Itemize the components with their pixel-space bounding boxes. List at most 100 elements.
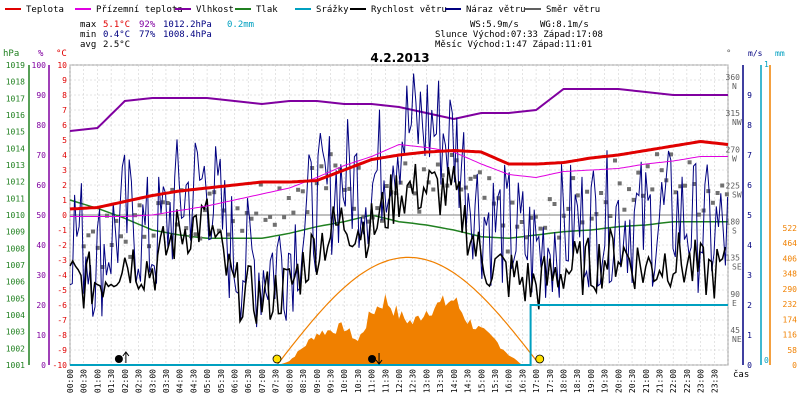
tick-hpa: 1011 xyxy=(6,194,25,203)
tick-hpa: 1019 xyxy=(6,61,25,70)
wind-dir-point xyxy=(543,225,548,230)
wind-dir-point xyxy=(673,190,678,195)
wind-dir-point xyxy=(324,186,329,191)
tick-time: 07:00 xyxy=(258,369,267,393)
wind-dir-point xyxy=(496,196,501,201)
tick-time: 09:30 xyxy=(326,369,335,393)
tick-ms: 7 xyxy=(747,151,752,160)
wind-dir-point xyxy=(240,228,245,233)
tick-hpa: 1017 xyxy=(6,94,25,103)
tick-time: 00:30 xyxy=(80,369,89,393)
wind-dir-point xyxy=(352,206,356,211)
tick-time: 05:30 xyxy=(217,369,226,393)
tick-hpa: 1007 xyxy=(6,261,25,270)
stat-min-press: 1008.4hPa xyxy=(163,30,212,40)
stat-avg-label: avg xyxy=(80,40,96,50)
tick-time: 01:00 xyxy=(93,369,102,393)
wind-dir-point xyxy=(468,176,473,181)
tick-wmm: 348 xyxy=(783,270,798,279)
stat-moon: Měsíc Východ:1:47 Západ:11:01 xyxy=(435,40,592,50)
wind-dir-point xyxy=(459,187,464,192)
tick-time: 22:30 xyxy=(683,369,692,393)
tick-ms: 0 xyxy=(747,361,752,370)
wind-dir-point xyxy=(216,228,221,233)
tick-hpa: 1016 xyxy=(6,111,25,120)
wind-dir-point xyxy=(375,206,380,211)
legend: Teplota Přízemní teplota Vlhkost Tlak Srážky… xyxy=(5,5,600,15)
tick-degc: 5 xyxy=(62,136,67,145)
wind-dir-point xyxy=(449,153,454,157)
tick-pct: 90 xyxy=(36,91,46,100)
tick-mm: 1 xyxy=(764,60,769,69)
sun-curve xyxy=(276,256,538,366)
tick-wmm: 406 xyxy=(783,254,798,263)
wind-dir-point xyxy=(426,180,431,185)
tick-time: 15:30 xyxy=(491,369,500,393)
tick-degc: -2 xyxy=(57,241,67,250)
tick-time: 16:00 xyxy=(505,369,514,393)
tick-degc: -8 xyxy=(57,331,67,340)
wind-dir-point xyxy=(160,200,165,205)
wind-dir-point xyxy=(258,182,263,187)
tick-time: 07:30 xyxy=(272,369,281,393)
chart-title: 4.2.2013 xyxy=(370,51,429,65)
wind-dir-point xyxy=(347,186,352,191)
tick-pct: 80 xyxy=(36,121,46,130)
wind-dir-point xyxy=(114,218,119,223)
wind-dir-point xyxy=(268,214,273,219)
wind-dir-point xyxy=(398,180,403,185)
wind-dir-point xyxy=(95,245,100,250)
wind-dir-point xyxy=(314,181,319,186)
tick-dir-name: N xyxy=(732,82,737,91)
tick-time: 20:00 xyxy=(614,369,623,393)
tick-hpa: 1001 xyxy=(6,361,25,370)
tick-time: 21:30 xyxy=(655,369,664,393)
wind-dir-point xyxy=(482,195,487,200)
tick-degc: -10 xyxy=(53,361,68,370)
tick-dir: 360 xyxy=(726,73,741,82)
tick-degc: -3 xyxy=(57,256,67,265)
stat-wg: WG:8.1m/s xyxy=(540,20,589,30)
tick-time: 10:00 xyxy=(340,369,349,393)
wind-dir-point xyxy=(463,185,468,190)
tick-time: 14:30 xyxy=(464,369,473,393)
wind-dir-point xyxy=(174,222,179,227)
wind-dir-point xyxy=(123,239,128,244)
tick-dir: 90 xyxy=(730,290,740,299)
wind-dir-point xyxy=(305,210,310,215)
tick-time: 13:30 xyxy=(436,369,445,393)
wind-dir-point xyxy=(473,174,478,179)
wind-dir-point xyxy=(151,233,156,238)
series-rain xyxy=(70,304,728,366)
tick-dir: 225 xyxy=(726,181,741,190)
tick-dir: 315 xyxy=(726,109,741,118)
legend-label: Srážky xyxy=(316,5,349,15)
tick-ms: 9 xyxy=(747,91,752,100)
stat-max-press: 1012.2hPa xyxy=(163,20,212,30)
wind-dir-point xyxy=(277,186,282,191)
wind-dir-point xyxy=(128,254,133,259)
wind-dir-point xyxy=(319,164,324,169)
tick-degc: -9 xyxy=(57,346,67,355)
legend-label: Přízemní teplota xyxy=(96,5,183,15)
series-solar-area xyxy=(278,294,523,365)
wind-dir-point xyxy=(510,200,515,205)
wind-dir-point xyxy=(170,187,175,192)
tick-time: 19:30 xyxy=(601,369,610,393)
wind-dir-point xyxy=(454,158,459,163)
axis-label-degc: °C xyxy=(56,49,67,59)
tick-time: 04:00 xyxy=(176,369,185,393)
tick-degc: 1 xyxy=(62,196,67,205)
wind-dir-point xyxy=(636,170,641,175)
wind-dir-point xyxy=(529,215,534,220)
wind-dir-point xyxy=(403,161,408,166)
tick-degc: 2 xyxy=(62,181,67,190)
wind-dir-point xyxy=(193,232,198,237)
wind-dir-point xyxy=(571,176,576,181)
tick-time: 23:30 xyxy=(710,369,719,393)
wind-dir-point xyxy=(724,192,729,197)
tick-hpa: 1005 xyxy=(6,294,25,303)
tick-time: 12:00 xyxy=(395,369,404,393)
wind-dir-point xyxy=(137,203,142,208)
